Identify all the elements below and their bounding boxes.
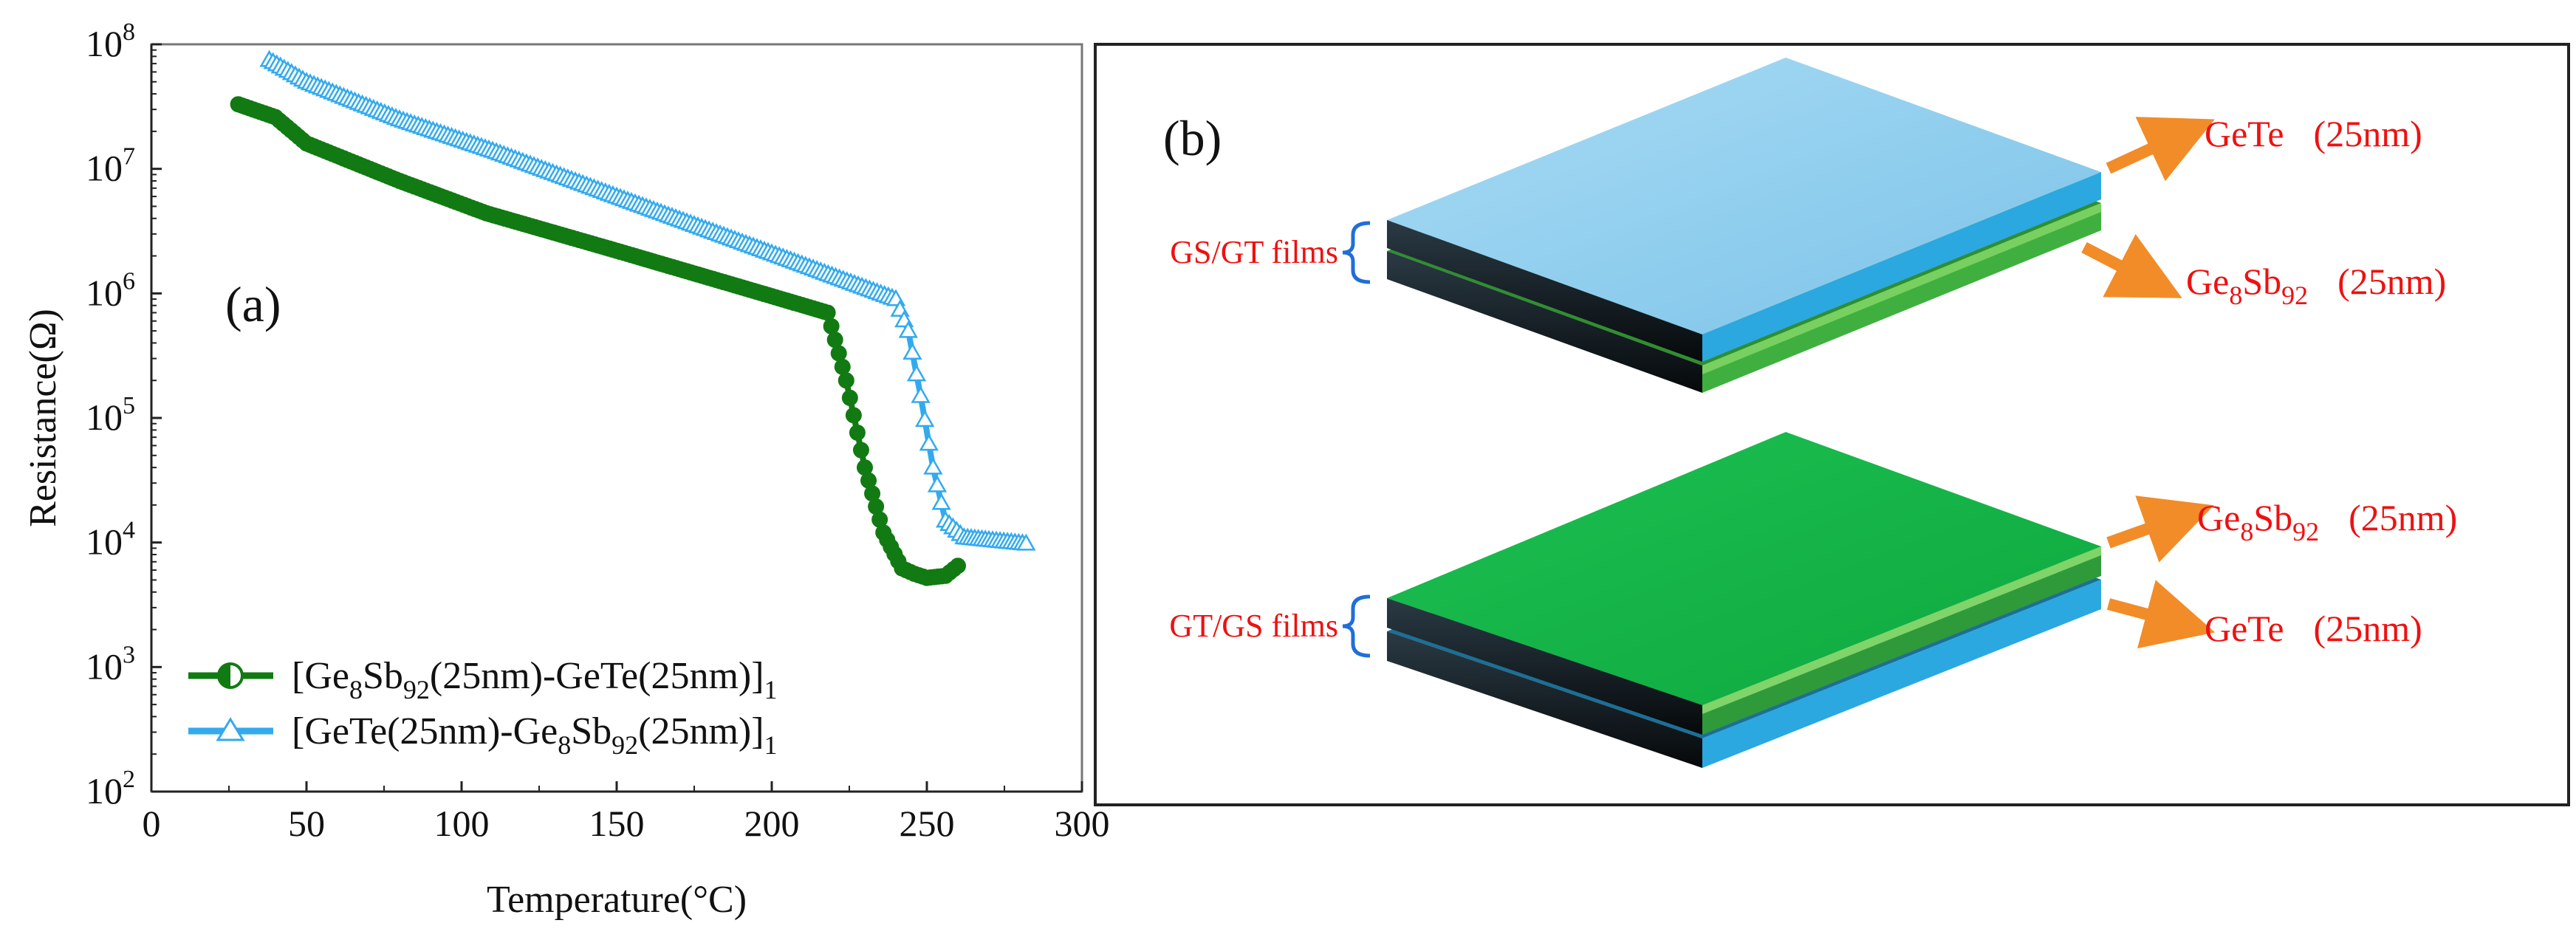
- y-tick-label: 108: [86, 18, 135, 64]
- x-tick-label: 0: [143, 803, 161, 844]
- series-layer: [230, 49, 1036, 586]
- y-tick-label: 104: [86, 517, 135, 563]
- data-point-triangle: [927, 475, 948, 493]
- series-line-2: [267, 57, 1027, 547]
- x-tick-label: 250: [900, 803, 955, 844]
- data-point-circle: [826, 332, 843, 349]
- data-point-triangle: [1016, 533, 1036, 551]
- stack-top-upper-top: [1387, 58, 2101, 335]
- data-point-circle: [837, 372, 854, 389]
- bracket-top: [1342, 221, 1371, 284]
- x-axis-title: Temperature(°C): [487, 879, 747, 921]
- data-point-triangle: [915, 410, 935, 428]
- stack-bottom-upper-right-strip: [1702, 546, 2101, 714]
- x-tick-label: 50: [288, 803, 325, 844]
- y-tick-label: 102: [86, 766, 135, 812]
- bracket-bottom: [1342, 594, 1371, 658]
- arrow-top-lower: [2081, 233, 2182, 298]
- stack-bottom-upper-top: [1387, 432, 2101, 705]
- y-tick-label: 105: [86, 392, 135, 438]
- stack-bottom-lower-left-side: [1387, 631, 1702, 768]
- panel-b-label: (b): [1163, 110, 1222, 166]
- arrow-bottom-upper: [2106, 495, 2214, 563]
- panel-a-chart: 0 50 100 150 200 250 300102103104105106107108 …: [22, 18, 1110, 921]
- data-point-triangle: [923, 457, 943, 475]
- stack-top: [1387, 58, 2101, 393]
- panel-b-diagram: (b) GS/GT films: [1094, 43, 2570, 806]
- data-point-circle: [819, 304, 836, 321]
- legend-label-2: [GeTe(25nm)-Ge8Sb92(25nm)]1: [292, 710, 778, 760]
- x-tick-label: 200: [744, 803, 800, 844]
- y-tick-label: 103: [86, 641, 135, 687]
- data-point-triangle: [902, 342, 922, 360]
- data-point-triangle: [906, 364, 927, 382]
- legend-marker-triangle: [216, 717, 245, 741]
- label-bottom-lower: GeTe (25nm): [2205, 608, 2422, 649]
- stack-bottom-caption: GT/GS films: [1169, 608, 1338, 644]
- arrow-top-upper: [2106, 117, 2215, 182]
- data-point-circle: [830, 345, 847, 362]
- axes-layer: 0 50 100 150 200 250 300 102 103 104 105 106 107 108: [86, 18, 1110, 844]
- data-point-triangle: [911, 385, 931, 403]
- arrow-bottom-lower: [2106, 580, 2216, 649]
- data-point-circle: [841, 389, 858, 406]
- data-point-circle: [834, 358, 851, 375]
- data-point-circle: [823, 318, 840, 335]
- y-axis-title: Resistance(Ω): [22, 309, 64, 527]
- data-point-circle: [849, 424, 866, 441]
- series-line-1: [237, 101, 960, 581]
- x-tick-label: 150: [589, 803, 645, 844]
- stack-top-lower-left-side: [1387, 251, 1702, 393]
- data-point-circle: [852, 442, 869, 459]
- data-point-triangle: [898, 320, 918, 338]
- legend-marker-half: [219, 664, 230, 687]
- x-tick-label: 100: [434, 803, 490, 844]
- label-bottom-upper: Ge8Sb92 (25nm): [2197, 497, 2457, 546]
- x-tick-label: 300: [1055, 803, 1110, 844]
- data-point-triangle: [931, 493, 951, 510]
- y-tick-label: 107: [86, 143, 135, 189]
- stack-top-upper-left-side: [1387, 220, 1702, 362]
- stack-top-upper-right-side: [1702, 172, 2101, 362]
- legend-label-1: [Ge8Sb92(25nm)-GeTe(25nm)]1: [292, 655, 778, 704]
- data-point-circle: [950, 558, 966, 574]
- stack-bottom-lower-right-side: [1702, 580, 2101, 768]
- data-point-triangle: [919, 433, 939, 451]
- legend: [Ge8Sb92(25nm)-GeTe(25nm)]1 [GeTe(25nm)-G…: [188, 655, 778, 760]
- stack-top-lower-right-strip: [1702, 203, 2101, 374]
- data-point-circle: [845, 407, 862, 424]
- label-top-upper: GeTe (25nm): [2205, 113, 2422, 154]
- label-top-lower: Ge8Sb92 (25nm): [2186, 261, 2446, 310]
- stack-bottom: [1387, 432, 2101, 768]
- panel-a-label: (a): [225, 276, 281, 332]
- stack-top-caption: GS/GT films: [1170, 234, 1338, 270]
- stack-bottom-upper-left-side: [1387, 598, 1702, 735]
- y-tick-label: 106: [86, 267, 135, 313]
